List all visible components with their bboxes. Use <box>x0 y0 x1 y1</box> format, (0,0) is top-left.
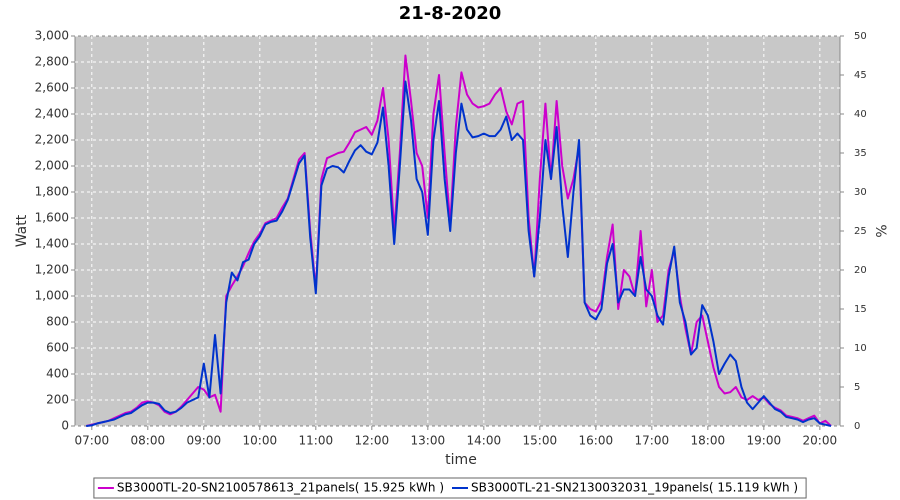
y-tick-label: 1,600 <box>35 211 69 225</box>
y-tick-label: 2,800 <box>35 55 69 69</box>
x-tick-label: 14:00 <box>467 434 502 448</box>
y2-tick-label: 20 <box>854 265 867 276</box>
x-tick-label: 19:00 <box>747 434 782 448</box>
y-tick-label: 200 <box>46 393 69 407</box>
y2-tick-label: 35 <box>854 148 867 159</box>
x-tick-label: 15:00 <box>523 434 558 448</box>
x-tick-label: 10:00 <box>243 434 278 448</box>
y2-axis-label: % <box>872 224 888 237</box>
x-tick-label: 11:00 <box>299 434 334 448</box>
y-tick-label: 800 <box>46 315 69 329</box>
y2-tick-label: 5 <box>854 382 860 393</box>
x-tick-label: 07:00 <box>75 434 110 448</box>
y-tick-label: 600 <box>46 341 69 355</box>
y-tick-label: 1,800 <box>35 185 69 199</box>
chart-title: 21-8-2020 <box>399 3 502 24</box>
y2-tick-label: 50 <box>854 31 867 42</box>
plot-area <box>74 35 841 427</box>
y-tick-label: 2,000 <box>35 159 69 173</box>
legend-text: SB3000TL-21-SN2130032031_19panels( 15.11… <box>471 481 798 495</box>
legend-text: SB3000TL-20-SN2100578613_21panels( 15.92… <box>117 481 444 495</box>
y2-tick-label: 0 <box>854 421 860 432</box>
x-tick-label: 09:00 <box>187 434 222 448</box>
y-tick-label: 3,000 <box>35 29 69 43</box>
y-tick-label: 0 <box>61 419 69 433</box>
y2-tick-label: 30 <box>854 187 867 198</box>
y2-tick-label: 15 <box>854 304 867 315</box>
y-tick-label: 400 <box>46 367 69 381</box>
legend: SB3000TL-20-SN2100578613_21panels( 15.92… <box>93 477 807 499</box>
legend-item: SB3000TL-20-SN2100578613_21panels( 15.92… <box>97 481 444 495</box>
y2-tick-label: 10 <box>854 343 867 354</box>
series-line <box>86 80 832 427</box>
y-tick-label: 1,000 <box>35 289 69 303</box>
x-tick-label: 16:00 <box>579 434 614 448</box>
legend-item: SB3000TL-21-SN2130032031_19panels( 15.11… <box>452 481 798 495</box>
y-tick-label: 2,600 <box>35 81 69 95</box>
y2-tick-label: 40 <box>854 109 867 120</box>
y-axis-label: Watt <box>14 214 30 247</box>
y-tick-label: 2,200 <box>35 133 69 147</box>
x-tick-label: 18:00 <box>691 434 726 448</box>
y2-tick-label: 45 <box>854 70 867 81</box>
y-tick-label: 1,200 <box>35 263 69 277</box>
y-tick-label: 1,400 <box>35 237 69 251</box>
x-axis-label: time <box>445 452 477 468</box>
x-tick-label: 12:00 <box>355 434 390 448</box>
x-tick-label: 17:00 <box>635 434 670 448</box>
legend-box <box>93 477 807 499</box>
x-tick-label: 13:00 <box>411 434 446 448</box>
x-tick-label: 08:00 <box>131 434 166 448</box>
x-tick-label: 20:00 <box>803 434 838 448</box>
y2-tick-label: 25 <box>854 226 867 237</box>
y-tick-label: 2,400 <box>35 107 69 121</box>
